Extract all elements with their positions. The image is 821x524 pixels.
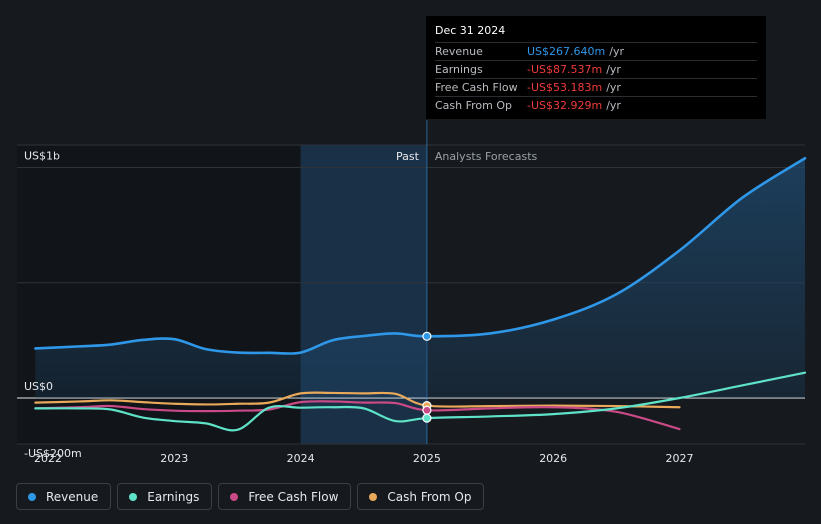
legend: Revenue Earnings Free Cash Flow Cash Fro… (16, 483, 485, 510)
y-axis-label: US$0 (24, 380, 53, 393)
tooltip: Dec 31 2024 Revenue US$267.640m /yr Earn… (426, 16, 766, 119)
revenue-dot-icon (28, 492, 36, 501)
legend-label: Revenue (46, 489, 99, 504)
tooltip-unit: /yr (609, 45, 624, 58)
x-axis-tick: 2025 (413, 452, 441, 465)
cfo-line (34, 391, 681, 409)
free-cash-flow-dot-icon (230, 492, 239, 501)
fcf-line (34, 400, 681, 431)
tooltip-value: -US$53.183m (527, 81, 603, 94)
earnings-dot-icon (129, 492, 138, 501)
x-axis-tick: 2024 (287, 452, 315, 465)
tooltip-unit: /yr (606, 81, 621, 94)
revenue-marker (422, 331, 432, 341)
tooltip-row-revenue: Revenue US$267.640m /yr (435, 42, 757, 60)
legend-item-revenue[interactable]: Revenue (16, 483, 112, 510)
tooltip-label: Earnings (435, 63, 483, 76)
earnings-marker (422, 413, 432, 423)
tooltip-value: -US$87.537m (527, 63, 603, 76)
legend-item-earnings[interactable]: Earnings (117, 483, 213, 510)
tooltip-unit: /yr (606, 63, 621, 76)
tooltip-row-earnings: Earnings -US$87.537m /yr (435, 60, 757, 78)
tooltip-value: US$267.640m (527, 45, 606, 58)
legend-label: Earnings (147, 489, 200, 504)
tooltip-row-cash-from-op: Cash From Op -US$32.929m /yr (435, 96, 757, 114)
earnings-line (34, 371, 807, 432)
tooltip-date: Dec 31 2024 (435, 24, 506, 37)
x-axis-tick: 2022 (34, 452, 62, 465)
revenue-area (35, 158, 806, 398)
revenue-line (34, 156, 807, 355)
x-axis-tick: 2023 (160, 452, 188, 465)
legend-item-cash-from-op[interactable]: Cash From Op (357, 483, 485, 510)
legend-item-free-cash-flow[interactable]: Free Cash Flow (218, 483, 352, 510)
forecast-label: Analysts Forecasts (435, 150, 538, 163)
y-axis-label: US$1b (24, 150, 60, 163)
legend-label: Free Cash Flow (248, 489, 339, 504)
tooltip-row-free-cash-flow: Free Cash Flow -US$53.183m /yr (435, 78, 757, 96)
tooltip-label: Revenue (435, 45, 483, 58)
tooltip-unit: /yr (606, 99, 621, 112)
y-axis-label: -US$200m (24, 447, 82, 460)
fcf-marker (422, 405, 432, 415)
legend-label: Cash From Op (387, 489, 472, 504)
tooltip-value: -US$32.929m (527, 99, 603, 112)
cash-from-op-dot-icon (369, 492, 378, 501)
x-axis-tick: 2026 (539, 452, 567, 465)
tooltip-label: Cash From Op (435, 99, 513, 112)
x-axis-tick: 2027 (666, 452, 694, 465)
past-label: Past (396, 150, 420, 163)
tooltip-label: Free Cash Flow (435, 81, 518, 94)
